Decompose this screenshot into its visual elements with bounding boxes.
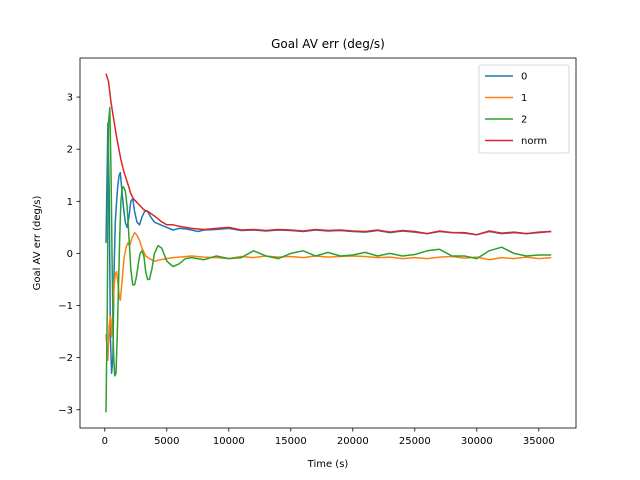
legend-label-1: 1	[521, 93, 527, 104]
x-axis: 0 5000 10000 15000 20000 25000 30000 35000	[102, 428, 555, 447]
x-tick-label: 0	[102, 436, 108, 447]
legend-label-2: 2	[521, 115, 527, 126]
legend-label-norm: norm	[521, 136, 547, 147]
x-tick-label: 35000	[523, 436, 555, 447]
x-tick-label: 5000	[154, 436, 179, 447]
y-tick-label: −2	[58, 353, 73, 364]
legend: 0 1 2 norm	[478, 64, 570, 154]
x-axis-title: Time (s)	[307, 459, 349, 470]
x-tick-label: 30000	[461, 436, 493, 447]
plot-area	[105, 73, 552, 413]
x-tick-label: 25000	[399, 436, 431, 447]
y-tick-label: −1	[58, 301, 73, 312]
y-tick-label: 0	[67, 249, 73, 260]
x-tick-label: 10000	[213, 436, 245, 447]
plot-frame	[79, 57, 577, 429]
y-axis: −3 −2 −1 0 1 2 3	[58, 93, 80, 416]
y-tick-label: 1	[67, 197, 73, 208]
y-tick-label: −3	[58, 405, 73, 416]
chart-title: Goal AV err (deg/s)	[271, 37, 385, 51]
series-line-norm	[105, 73, 552, 236]
series-line-2	[105, 106, 552, 413]
legend-box	[478, 64, 570, 154]
y-tick-label: 2	[67, 145, 73, 156]
x-tick-label: 20000	[337, 436, 369, 447]
legend-label-0: 0	[521, 72, 527, 83]
y-axis-title: Goal AV err (deg/s)	[32, 196, 43, 291]
y-tick-label: 3	[67, 93, 73, 104]
x-tick-label: 15000	[275, 436, 307, 447]
